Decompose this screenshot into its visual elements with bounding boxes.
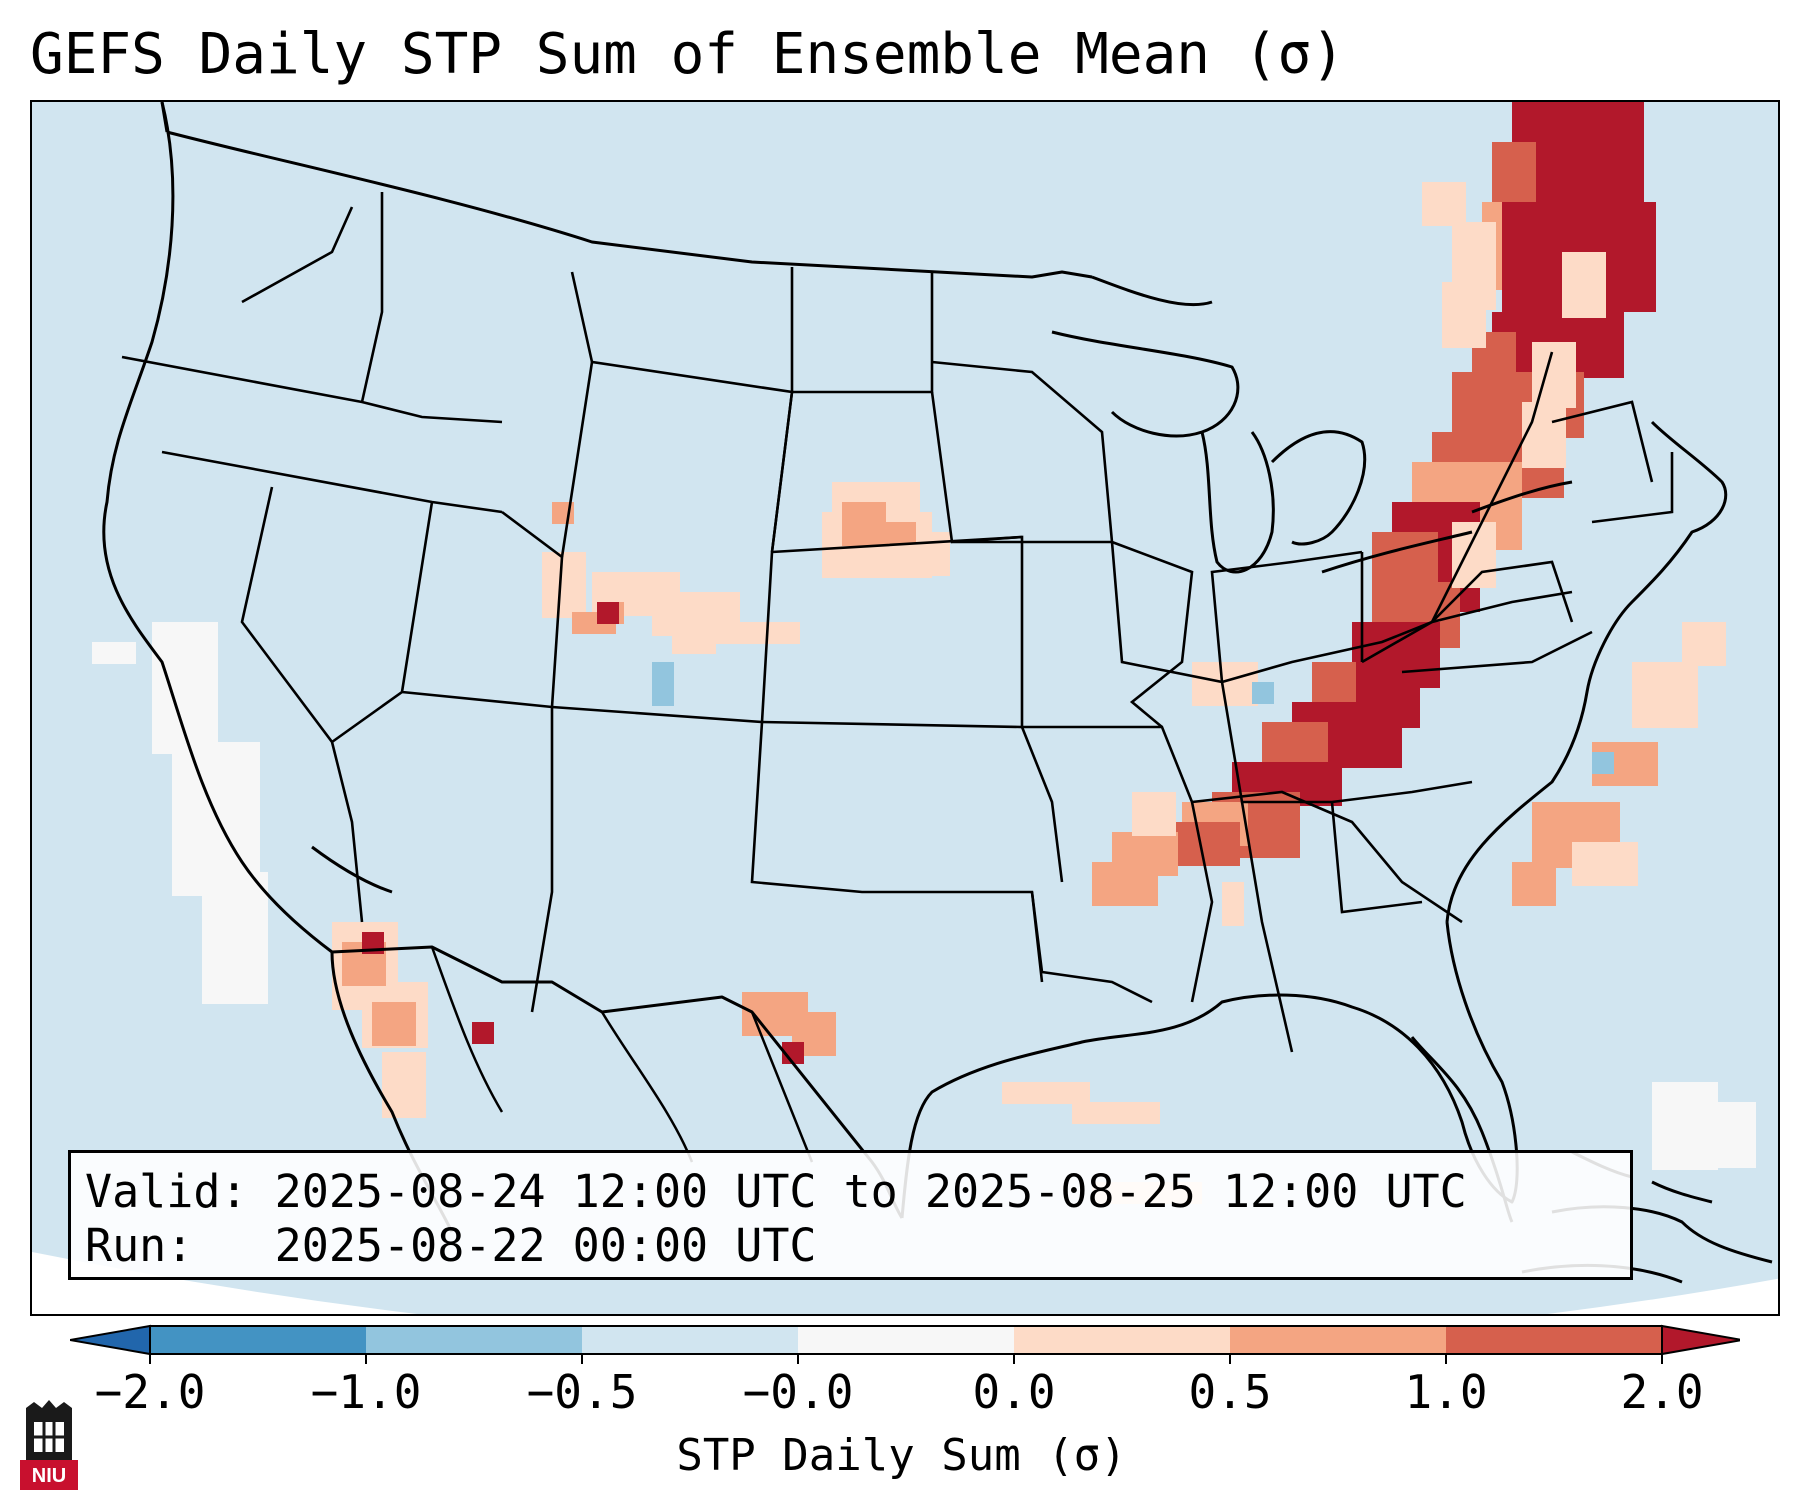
colorbar-tick-label: −0.0: [742, 1365, 854, 1419]
chart-title: GEFS Daily STP Sum of Ensemble Mean (σ): [30, 22, 1345, 87]
grid-cell: [1092, 862, 1158, 906]
mexico-borders: [430, 946, 814, 1163]
colorbar-tick-label: −1.0: [310, 1365, 422, 1419]
colorbar-outline: [149, 1325, 1663, 1355]
grid-cell: [1252, 682, 1274, 704]
grid-cell: [1312, 662, 1356, 706]
colorbar-tick-label: −2.0: [94, 1365, 206, 1419]
grid-cell: [1002, 1082, 1090, 1104]
grid-cell: [1452, 522, 1496, 588]
map-projection-area: [32, 102, 1778, 1314]
grid-cell: [1652, 1082, 1718, 1170]
colorbar-extend-arrow-icon: [70, 1324, 151, 1356]
colorbar-bin: [150, 1326, 366, 1354]
valid-range: 2025-08-24 12:00 UTC to 2025-08-25 12:00…: [274, 1165, 1467, 1218]
run-time: 2025-08-22 00:00 UTC: [274, 1219, 817, 1272]
colorbar-tick-label: 2.0: [1620, 1365, 1704, 1419]
grid-cell: [1132, 792, 1176, 836]
colorbar-tick-label: 1.0: [1404, 1365, 1488, 1419]
grid-cell: [712, 622, 800, 644]
grid-cell: [1492, 142, 1536, 208]
grid-cell: [652, 662, 674, 706]
grid-cell: [542, 552, 586, 618]
colorbar-tick-label: 0.5: [1188, 1365, 1272, 1419]
map-canvas: [32, 102, 1778, 1314]
colorbar-tick-label: −0.5: [526, 1365, 638, 1419]
colorbar: [70, 1324, 1740, 1364]
grid-cell: [1442, 282, 1486, 348]
grid-cell: [1712, 1102, 1756, 1168]
stp-anomaly-grid: [92, 102, 1756, 1204]
valid-label: Valid:: [85, 1165, 248, 1218]
map-panel: [30, 100, 1780, 1316]
niu-logo-icon: NIU: [20, 1400, 78, 1490]
colorbar-label: STP Daily Sum (σ): [676, 1430, 1127, 1481]
grid-cell: [1572, 842, 1638, 886]
grid-cell: [1422, 182, 1466, 226]
grid-cell: [1682, 622, 1726, 666]
grid-cell: [202, 872, 268, 1004]
colorbar-bin: [1230, 1326, 1446, 1354]
colorbar-extend-arrow-icon: [1661, 1324, 1740, 1356]
grid-cell: [92, 642, 136, 664]
grid-cell: [1222, 882, 1244, 926]
grid-cell: [172, 742, 260, 896]
grid-cell: [472, 1022, 494, 1044]
grid-cell: [1522, 402, 1566, 468]
grid-cell: [1072, 1102, 1160, 1124]
country-and-state-borders: [102, 102, 1773, 1284]
valid-run-info-box: Valid: 2025-08-24 12:00 UTC to 2025-08-2…: [68, 1150, 1633, 1280]
grid-cell: [672, 632, 716, 654]
run-label: Run:: [85, 1219, 194, 1272]
colorbar-bin: [582, 1326, 798, 1354]
grid-cell: [1562, 252, 1606, 318]
state-borders: [121, 192, 1674, 1053]
colorbar-bin: [1446, 1326, 1662, 1354]
colorbar-tick-label: 0.0: [972, 1365, 1056, 1419]
colorbar-bin: [798, 1326, 1014, 1354]
grid-cell: [1632, 662, 1698, 728]
colorbar-bin: [366, 1326, 582, 1354]
svg-text:NIU: NIU: [32, 1465, 66, 1487]
grid-cell: [872, 522, 916, 544]
grid-cell: [372, 1002, 416, 1046]
colorbar-bin: [1014, 1326, 1230, 1354]
grid-cell: [597, 602, 619, 624]
grid-cell: [1512, 862, 1556, 906]
grid-cell: [1592, 752, 1614, 774]
